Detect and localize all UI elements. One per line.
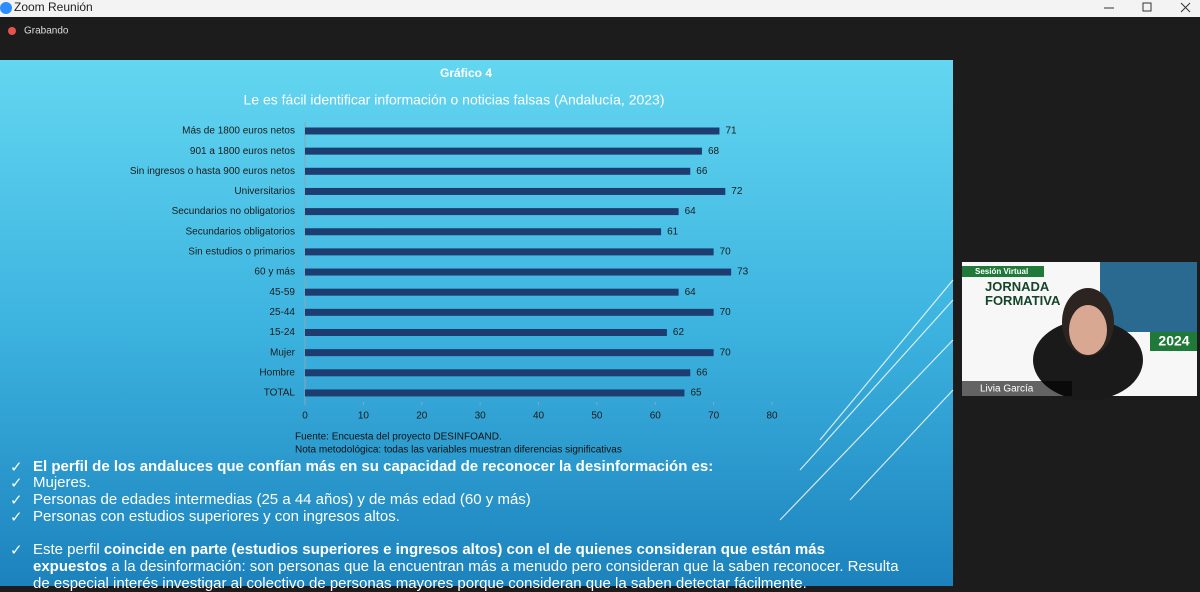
y-tick-label: Universitarios [234, 186, 295, 197]
check: ✓ [10, 459, 23, 476]
heading: JORNADA FORMATIVA [985, 280, 1061, 308]
value-label: 73 [737, 267, 749, 278]
window-title: Zoom Reunión [14, 0, 93, 14]
chart-subtitle: Le es fácil identificar información o no… [244, 92, 665, 108]
x-tick-label: 60 [650, 411, 662, 422]
bullet: Personas con estudios superiores y con i… [33, 508, 400, 525]
y-tick-label: TOTAL [264, 388, 296, 399]
y-tick-label: 15-24 [269, 327, 295, 338]
participant-name: Livia García [980, 384, 1034, 395]
y-tick-label: Sin ingresos o hasta 900 euros netos [130, 166, 295, 177]
recording-label: Grabando [24, 26, 69, 37]
value-label: 70 [720, 307, 732, 318]
person-face [1069, 305, 1107, 355]
bar [305, 268, 732, 276]
record-dot [8, 27, 16, 35]
bar [305, 187, 726, 195]
x-tick-label: 50 [591, 411, 603, 422]
bullet: Mujeres. [33, 474, 91, 491]
value-label: 72 [731, 186, 743, 197]
bar [305, 329, 667, 336]
check: ✓ [10, 475, 23, 492]
heading-box: JORNADA FORMATIVA [985, 280, 1061, 308]
x-tick-label: 10 [358, 411, 370, 422]
bar [305, 248, 714, 256]
paragraph: Este perfil coincide en parte (estudios … [33, 541, 903, 592]
x-tick-label: 40 [533, 411, 545, 422]
value-label: 71 [725, 126, 737, 137]
title-bar [0, 0, 1200, 17]
video-graphic [1100, 262, 1197, 332]
close[interactable] [1180, 2, 1191, 13]
paragraph-run: coincide en parte (estudios superiores e… [33, 541, 830, 575]
value-label: 68 [708, 146, 720, 157]
paragraph-run: a la desinformación: son personas que la… [33, 558, 903, 592]
bar [305, 288, 679, 296]
decor-lines [779, 279, 954, 521]
restore[interactable] [1142, 2, 1152, 12]
value-label: 70 [720, 347, 732, 358]
y-tick-label: 25-44 [269, 307, 295, 318]
person-body [1033, 320, 1143, 400]
bar [305, 389, 685, 397]
bar [305, 349, 714, 357]
y-tick-label: Mujer [270, 347, 296, 358]
source: Fuente: Encuesta del proyecto DESINFOAND… [295, 432, 502, 443]
badge: Sesión Virtual [975, 267, 1028, 276]
y-tick-label: 60 y más [254, 267, 295, 278]
paragraph-run: Este perfil [33, 541, 104, 558]
y-tick-label: Más de 1800 euros netos [182, 126, 295, 137]
y-tick-label: Secundarios obligatorios [185, 226, 295, 237]
year: 2024 [1158, 333, 1189, 349]
check: ✓ [10, 509, 23, 526]
bar [305, 167, 691, 175]
bullet: El perfil de los andaluces que confían m… [33, 458, 714, 475]
year-bg [1150, 332, 1197, 351]
bar [305, 147, 702, 155]
x-tick-label: 30 [475, 411, 487, 422]
bar [305, 208, 679, 216]
value-label: 65 [690, 388, 702, 399]
value-label: 64 [685, 206, 697, 217]
value-label: 64 [685, 287, 697, 298]
x-tick-label: 0 [302, 411, 308, 422]
bullet: Personas de edades intermedias (25 a 44 … [33, 491, 531, 508]
chart-title: Gráfico 4 [440, 66, 492, 80]
value-label: 62 [673, 327, 685, 338]
badge-bg [962, 266, 1044, 277]
value-label: 70 [720, 247, 732, 258]
bar [305, 308, 714, 316]
bar [305, 369, 691, 377]
y-tick-label: Secundarios no obligatorios [172, 206, 295, 217]
y-tick-label: 901 a 1800 euros netos [190, 146, 295, 157]
note: Nota metodológica: todas las variables m… [295, 445, 622, 456]
x-tick-label: 70 [708, 411, 720, 422]
y-tick-label: Hombre [259, 367, 295, 378]
value-label: 66 [696, 166, 708, 177]
y-tick-label: 45-59 [269, 287, 295, 298]
value-label: 66 [696, 367, 708, 378]
check: ✓ [10, 492, 23, 509]
bar [305, 228, 662, 236]
value-label: 61 [667, 226, 679, 237]
x-tick-label: 20 [416, 411, 428, 422]
bar [305, 127, 720, 135]
zoom-icon [0, 2, 12, 14]
check: ✓ [10, 542, 23, 559]
y-tick-label: Sin estudios o primarios [188, 247, 295, 258]
x-tick-label: 80 [766, 411, 778, 422]
name-bar [962, 381, 1072, 396]
